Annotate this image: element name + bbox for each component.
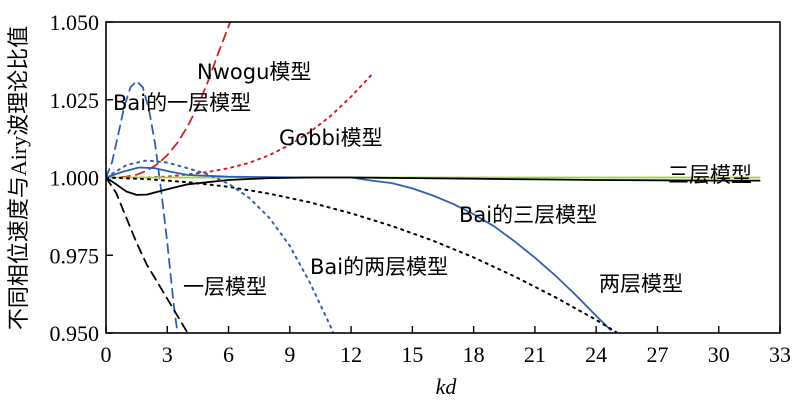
series-line-8 <box>106 176 189 333</box>
label-two-layer: 两层模型 <box>599 272 683 296</box>
x-tick-label-9: 27 <box>646 342 668 367</box>
x-tick-label-8: 24 <box>585 342 607 367</box>
y-tick-label-1: 0.975 <box>50 243 100 268</box>
label-bai-three-layer: Bai的三层模型 <box>459 203 597 227</box>
series-line-4 <box>106 166 612 331</box>
label-gobbi: Gobbi模型 <box>279 126 383 150</box>
series-layer <box>106 22 761 333</box>
x-tick-label-6: 18 <box>463 342 485 367</box>
y-tick-label-2: 1.000 <box>50 166 100 191</box>
label-one-layer: 一层模型 <box>183 275 267 299</box>
x-tick-label-7: 21 <box>524 342 546 367</box>
x-tick-label-11: 33 <box>769 342 791 367</box>
series-line-7 <box>106 159 335 333</box>
label-three-layer: 三层模型 <box>668 163 752 187</box>
x-tick-label-3: 9 <box>284 342 295 367</box>
y-tick-label-0: 0.950 <box>50 321 100 346</box>
y-tick-label-3: 1.025 <box>50 88 100 113</box>
label-bai-two-layer: Bai的两层模型 <box>310 255 448 279</box>
x-tick-label-4: 12 <box>340 342 362 367</box>
series-line-2 <box>106 73 373 179</box>
x-tick-label-2: 6 <box>223 342 234 367</box>
x-tick-label-5: 15 <box>401 342 423 367</box>
y-tick-label-4: 1.050 <box>50 10 100 35</box>
x-tick-label-1: 3 <box>162 342 173 367</box>
series-line-5 <box>106 176 761 196</box>
y-axis-title: 不同相位速度与Airy波理论比值 <box>6 26 31 330</box>
x-axis-title: kd <box>436 374 458 399</box>
x-tick-label-0: 0 <box>101 342 112 367</box>
plot-frame <box>105 21 781 334</box>
x-tick-label-10: 30 <box>708 342 730 367</box>
series-line-1 <box>106 80 179 333</box>
label-bai-one-layer: Bai的一层模型 <box>113 91 251 115</box>
ticks-layer: 0 3 6 9 12 15 18 21 24 27 30 33 0.950 0.975 1.000 1.025… <box>50 10 792 367</box>
label-nwogu: Nwogu模型 <box>197 60 311 84</box>
